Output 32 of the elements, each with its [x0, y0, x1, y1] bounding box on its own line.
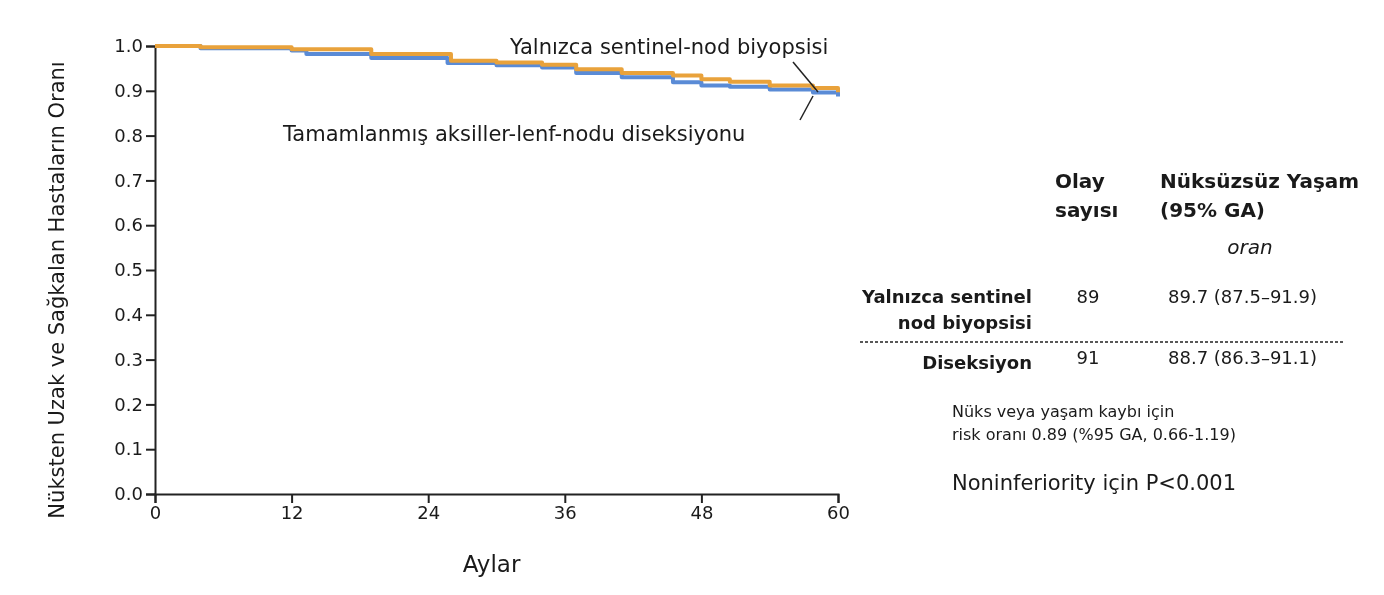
- text: Olay sayısı: [1055, 169, 1119, 222]
- x-tick-label: 60: [827, 501, 850, 523]
- y-tick-label: 0.8: [114, 124, 143, 146]
- text: 91: [1076, 347, 1100, 368]
- y-tick-label: 0.7: [114, 169, 143, 191]
- y-tick-label: 0.6: [114, 214, 143, 236]
- y-tick-label: 0.3: [114, 348, 143, 370]
- text: Diseksiyon: [922, 352, 1032, 373]
- y-tick-label: 0.5: [114, 259, 143, 281]
- text: Nüks veya yaşam kaybı için risk oranı 0.89 (%95 GA, 0.66-1.19): [952, 402, 1236, 445]
- y-tick-label: 0.4: [114, 304, 143, 326]
- text: 89: [1076, 286, 1100, 307]
- y-tick-label: 0.0: [114, 483, 143, 505]
- y-tick-label: 0.2: [114, 393, 143, 415]
- x-axis-title: Aylar: [462, 551, 521, 577]
- text: Yalnızca sentinel nod biyopsisi: [861, 286, 1032, 334]
- x-tick-label: 36: [553, 501, 577, 523]
- y-axis-title: Nüksten Uzak ve Sağkalan Hastaların Oranı: [45, 61, 69, 519]
- series-label: Yalnızca sentinel-nod biyopsisi: [509, 35, 829, 59]
- x-tick-label: 0: [149, 501, 162, 523]
- text: 88.7 (86.3–91.1): [1168, 347, 1318, 368]
- y-tick-label: 0.9: [114, 80, 143, 102]
- x-tick-label: 24: [417, 501, 441, 523]
- text: Noninferiority için P<0.001: [952, 471, 1237, 495]
- y-tick-label: 0.1: [114, 438, 143, 460]
- text: Nüksüzsüz Yaşam (95% GA): [1160, 169, 1360, 222]
- x-tick-label: 48: [690, 501, 714, 523]
- x-tick-label: 12: [280, 501, 304, 523]
- text: oran: [1227, 235, 1273, 259]
- series-label: Tamamlanmış aksiller-lenf-nodu diseksiyonu: [282, 122, 746, 146]
- y-tick-label: 1.0: [114, 35, 143, 57]
- text: 89.7 (87.5–91.9): [1168, 286, 1318, 307]
